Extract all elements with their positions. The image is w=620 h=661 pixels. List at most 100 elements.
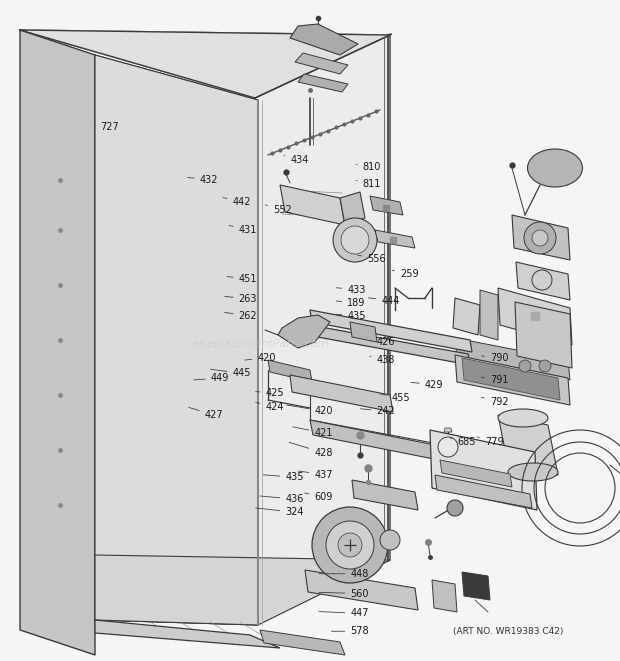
Text: 779: 779 [477,436,503,447]
Text: 324: 324 [255,507,304,518]
Text: 259: 259 [392,269,419,280]
Text: 424: 424 [255,401,284,412]
Text: 425: 425 [255,388,284,399]
Text: 685: 685 [450,436,476,447]
Circle shape [447,500,463,516]
Polygon shape [512,215,570,260]
Text: 263: 263 [224,293,257,304]
Polygon shape [515,302,572,368]
Text: 242: 242 [360,406,395,416]
Polygon shape [370,196,403,215]
Circle shape [338,533,362,557]
Text: 436: 436 [260,494,304,504]
Text: 433: 433 [336,284,366,295]
Polygon shape [432,580,457,612]
Polygon shape [95,555,390,625]
Text: 262: 262 [224,311,257,321]
Text: 578: 578 [331,626,369,637]
Polygon shape [290,375,393,412]
Text: 189: 189 [336,297,366,308]
Text: 447: 447 [319,608,369,619]
Circle shape [333,218,377,262]
Polygon shape [435,475,532,508]
Text: 427: 427 [188,407,223,420]
Text: 448: 448 [319,568,369,579]
Text: 444: 444 [368,295,400,306]
Text: 435: 435 [263,472,304,483]
Polygon shape [310,325,470,365]
Text: 556: 556 [357,254,386,264]
Polygon shape [95,55,258,625]
Polygon shape [430,430,537,510]
Text: 437: 437 [298,469,333,480]
Polygon shape [453,298,480,335]
Polygon shape [440,460,512,487]
Polygon shape [255,35,390,625]
Ellipse shape [508,463,558,481]
Polygon shape [455,355,570,405]
Text: 560: 560 [319,588,369,599]
Polygon shape [498,415,558,475]
Polygon shape [310,310,472,352]
Polygon shape [516,262,570,300]
Text: 434: 434 [284,155,309,165]
Text: 811: 811 [356,178,381,189]
Ellipse shape [528,149,583,187]
Polygon shape [20,30,95,655]
Text: 552: 552 [265,205,291,215]
Polygon shape [310,420,464,465]
Ellipse shape [498,409,548,427]
Text: 810: 810 [356,161,381,172]
Text: (ART NO. WR19383 C42): (ART NO. WR19383 C42) [453,627,564,636]
Polygon shape [20,30,390,98]
Text: 421: 421 [293,427,333,438]
Polygon shape [295,53,348,74]
Polygon shape [462,572,490,600]
Circle shape [539,360,551,372]
Text: 727: 727 [94,121,119,132]
Text: 429: 429 [410,379,443,390]
Polygon shape [95,620,280,648]
Circle shape [519,360,531,372]
Circle shape [341,226,369,254]
Text: 445: 445 [210,368,251,379]
Text: 792: 792 [481,397,508,407]
Circle shape [532,230,548,246]
Text: 442: 442 [223,196,251,207]
Polygon shape [20,30,392,97]
Text: 426: 426 [370,337,395,348]
Polygon shape [290,24,358,55]
Polygon shape [444,428,452,432]
Text: 609: 609 [304,492,333,502]
Text: 420: 420 [244,353,276,364]
Polygon shape [498,288,572,345]
Polygon shape [260,630,345,655]
Text: 432: 432 [187,175,218,185]
Polygon shape [340,192,365,225]
Text: eReplacementParts.com: eReplacementParts.com [192,338,329,349]
Polygon shape [95,55,258,625]
Polygon shape [20,30,390,98]
Text: 438: 438 [370,355,395,366]
Text: 449: 449 [193,373,229,383]
Circle shape [326,521,374,569]
Circle shape [438,437,458,457]
Polygon shape [375,230,415,248]
Circle shape [524,222,556,254]
Text: 420: 420 [286,405,333,416]
Text: 451: 451 [227,274,257,284]
Text: 790: 790 [481,353,508,364]
Circle shape [380,530,400,550]
Text: 435: 435 [336,311,366,321]
Text: 431: 431 [229,225,257,235]
Circle shape [312,507,388,583]
Polygon shape [350,322,377,342]
Polygon shape [352,480,418,510]
Text: 791: 791 [481,375,508,385]
Polygon shape [280,185,345,225]
Polygon shape [278,315,330,348]
Text: 455: 455 [379,393,410,403]
Polygon shape [305,570,418,610]
Polygon shape [462,358,560,400]
Polygon shape [298,74,348,92]
